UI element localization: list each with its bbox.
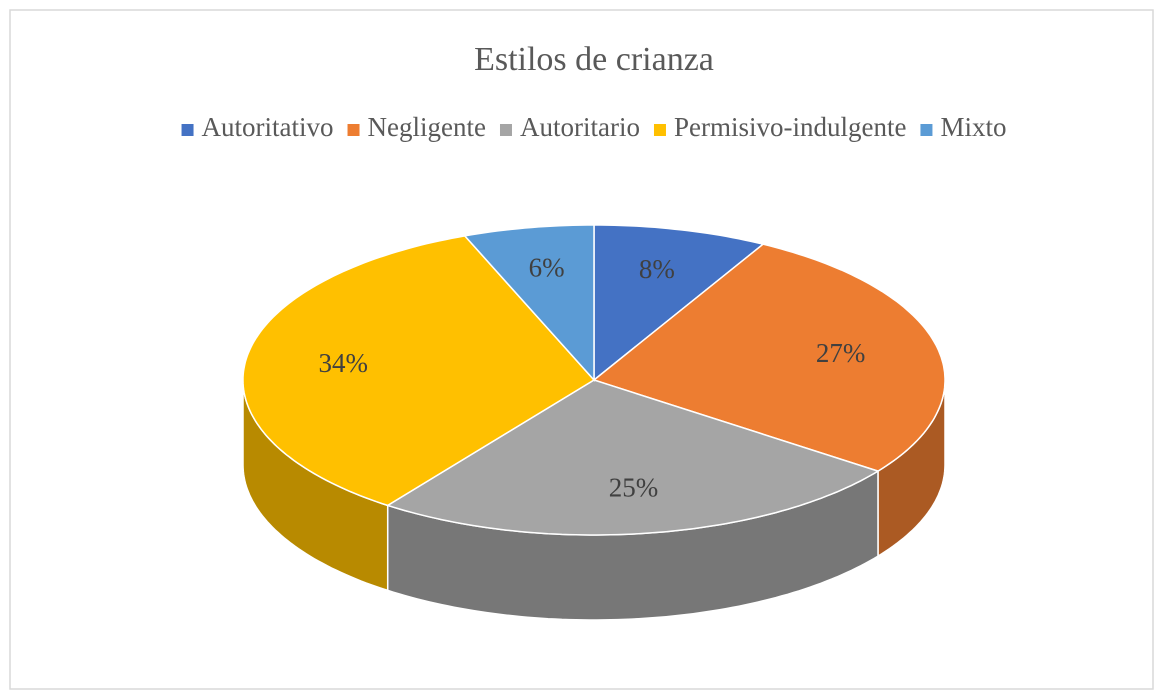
legend-text: Mixto: [940, 112, 1006, 142]
data-label: 27%: [816, 338, 866, 368]
slice: [385, 379, 880, 536]
legend-swatch: [653, 124, 666, 136]
legend-text: Autoritativo: [202, 112, 334, 142]
legend-text: Negligente: [368, 112, 486, 142]
legend-swatch: [499, 124, 512, 136]
slice: [242, 235, 596, 507]
slice: [463, 224, 595, 382]
slice: [592, 243, 946, 472]
chart-title: Estilos de crianza: [474, 41, 714, 78]
legend-swatch: [347, 124, 360, 136]
legend: Autoritativo Negligente Autoritario Permisi…: [181, 112, 1006, 142]
data-label: 6%: [529, 253, 565, 283]
slice: [593, 224, 765, 382]
data-label: 8%: [639, 254, 675, 284]
legend-text: Permisivo-indulgente: [674, 112, 906, 142]
data-label: 25%: [609, 472, 659, 502]
pie-tops: [242, 224, 946, 536]
legend-text: Autoritario: [520, 112, 640, 142]
legend-swatch: [920, 124, 933, 136]
legend-swatch: [181, 124, 194, 136]
data-label: 34%: [319, 348, 369, 378]
